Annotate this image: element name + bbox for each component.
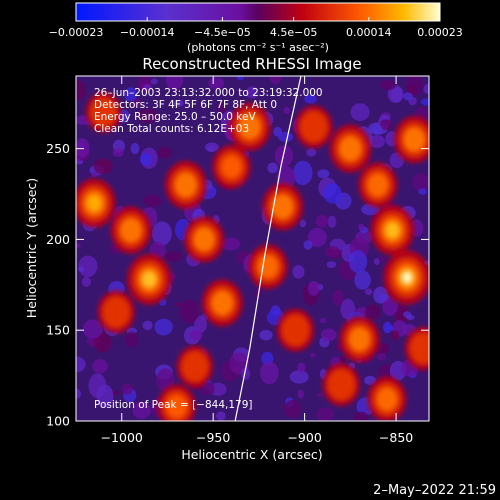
emission-source [228, 102, 271, 151]
emission-source [322, 363, 360, 407]
emission-source [97, 290, 135, 334]
y-tick-label: 200 [46, 232, 70, 247]
emission-source [339, 316, 380, 363]
emission-source [404, 326, 429, 370]
x-tick-label: −950 [196, 430, 230, 445]
colorbar-ticks: −0.00023 −0.00014 −4.5e−05 4.5e−05 0.00014 0.… [49, 17, 463, 39]
emission-source [276, 308, 315, 352]
colorbar-unit-label: (photons cm⁻² s⁻¹ asec⁻²) [187, 41, 329, 54]
emission-source [76, 178, 116, 228]
annotation-time-range: 26–Jun–2003 23:13:32.000 to 23:19:32.000 [94, 87, 323, 99]
colorbar-tick-label: −4.5e−05 [194, 26, 251, 39]
annotation-block: 26–Jun–2003 23:13:32.000 to 23:19:32.000… [94, 87, 323, 135]
emission-source [85, 91, 122, 133]
emission-source [367, 376, 407, 421]
emission-source [383, 250, 429, 305]
y-tick-label: 250 [46, 141, 70, 156]
x-tick-label: −1000 [101, 430, 143, 445]
peak-position-label: Position of Peak = [−844,179] [94, 399, 253, 411]
annotation-clean-counts: Clean Total counts: 6.12E+03 [94, 123, 249, 135]
colorbar-tick-label: −0.00023 [49, 26, 104, 39]
y-axis-label: Heliocentric Y (arcsec) [24, 178, 39, 318]
plot-frame [75, 75, 430, 422]
annotation-detectors: Detectors: 3F 4F 5F 6F 7F 8F, Att 0 [94, 99, 277, 111]
chart-title: Reconstructed RHESSI Image [142, 55, 361, 73]
emission-source [212, 144, 251, 189]
colorbar-tick-label: 0.00023 [417, 26, 463, 39]
colorbar-tick-label: 0.00014 [346, 26, 392, 39]
emission-source [184, 216, 224, 263]
y-tick-label: 100 [46, 414, 70, 429]
x-tick-label: −850 [379, 430, 413, 445]
x-axis-label: Heliocentric X (arcsec) [181, 447, 322, 462]
emission-source [176, 345, 214, 388]
emission-source [201, 279, 243, 327]
emission-source [295, 105, 333, 149]
y-tick-label: 150 [46, 323, 70, 338]
emission-source [329, 124, 372, 173]
emission-source [370, 205, 415, 256]
emission-source [393, 116, 429, 163]
emission-source [164, 160, 207, 209]
colorbar-tick-label: 4.5e−05 [270, 26, 317, 39]
solar-limb-curve [234, 76, 302, 421]
emission-source [358, 162, 398, 208]
emission-source [262, 183, 304, 231]
emission-source [110, 206, 152, 254]
emission-source [157, 384, 196, 421]
date-stamp: 2–May–2022 21:59 [373, 483, 496, 498]
x-tick-label: −900 [287, 430, 321, 445]
colorbar [75, 2, 441, 22]
axes: −1000 −950 −900 −850 100 150 200 250 [46, 76, 429, 445]
emission-source [248, 244, 288, 290]
emission-sources [76, 91, 429, 421]
emission-source [127, 253, 172, 305]
annotation-energy-range: Energy Range: 25.0 – 50.0 keV [94, 111, 256, 123]
colorbar-tick-label: −0.00014 [120, 26, 175, 39]
